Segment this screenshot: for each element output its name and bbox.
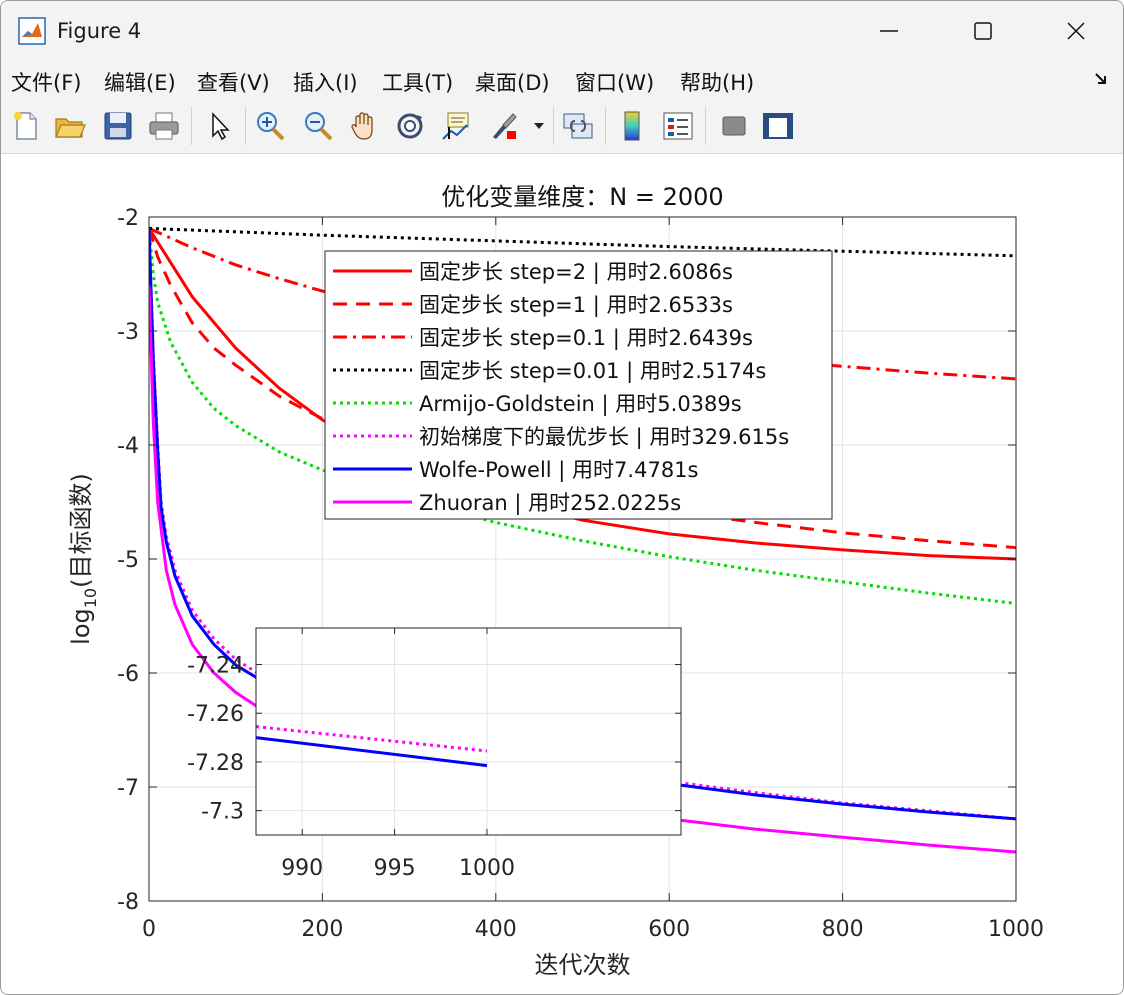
inset-x-tick-label: 1000	[459, 856, 515, 881]
inset-y-tick-label: -7.26	[187, 702, 244, 727]
window-title: Figure 4	[57, 19, 142, 43]
pan-hand-icon[interactable]	[347, 109, 381, 143]
show-plot-tools-icon[interactable]	[761, 109, 795, 143]
y-axis-label-part: (目标函数)	[67, 473, 95, 588]
new-figure-icon[interactable]	[9, 109, 43, 143]
legend-entry-4: Armijo-Goldstein | 用时5.0389s	[419, 392, 742, 417]
y-tick-label: -7	[117, 776, 139, 801]
inset-y-tick-label: -7.28	[187, 751, 244, 776]
close-icon	[1067, 22, 1085, 40]
figure-toolbar	[1, 99, 1123, 154]
series-line-3	[149, 226, 1016, 258]
y-tick-label: -3	[117, 320, 139, 345]
maximize-icon	[974, 22, 992, 40]
brush-icon[interactable]	[487, 109, 521, 143]
brush-dropdown-icon[interactable]	[533, 121, 545, 131]
maximize-button[interactable]	[955, 9, 1011, 53]
x-tick-label: 200	[301, 917, 343, 942]
menu-edit[interactable]: 编辑(E)	[104, 71, 176, 95]
legend-entry-6: Wolfe-Powell | 用时7.4781s	[419, 458, 698, 483]
y-axis-label-part: 10	[81, 588, 100, 608]
x-tick-label: 400	[475, 917, 517, 942]
title-bar[interactable]: Figure 4	[1, 1, 1123, 61]
legend-entry-0: 固定步长 step=2 | 用时2.6086s	[419, 260, 733, 285]
rotate-3d-icon[interactable]	[393, 109, 427, 143]
y-tick-label: -4	[117, 434, 139, 459]
legend-entry-2: 固定步长 step=0.1 | 用时2.6439s	[419, 326, 753, 351]
y-axis-label-part: log	[67, 608, 95, 645]
dock-figure-icon[interactable]	[1093, 71, 1109, 87]
series-line-1	[149, 227, 1016, 550]
menu-file[interactable]: 文件(F)	[11, 71, 82, 95]
data-cursor-icon[interactable]	[439, 109, 473, 143]
minimize-icon	[880, 30, 898, 32]
menu-view[interactable]: 查看(V)	[197, 71, 270, 95]
matlab-logo-icon	[18, 17, 46, 45]
inset-series-line-1	[255, 736, 488, 768]
y-tick-label: -8	[117, 890, 139, 915]
y-tick-label: -6	[117, 662, 139, 687]
figure-canvas: 0 200 400 600 800 1000 -2 -3 -4 -5 -6 -7 -8 优化变量维度：N …	[1, 154, 1123, 994]
zoom-out-icon[interactable]	[301, 109, 335, 143]
menu-help[interactable]: 帮助(H)	[680, 71, 755, 95]
colorbar-icon[interactable]	[615, 109, 649, 143]
minimize-button[interactable]	[861, 9, 917, 53]
open-file-icon[interactable]	[53, 109, 87, 143]
menu-insert[interactable]: 插入(I)	[293, 71, 358, 95]
menu-window[interactable]: 窗口(W)	[575, 71, 655, 95]
menu-tools[interactable]: 工具(T)	[382, 71, 454, 95]
x-axis-label: 迭代次数	[535, 951, 631, 979]
link-plot-icon[interactable]	[561, 109, 595, 143]
menu-desktop[interactable]: 桌面(D)	[475, 71, 550, 95]
legend-entry-3: 固定步长 step=0.01 | 用时2.5174s	[419, 359, 766, 384]
legend-icon[interactable]	[661, 109, 695, 143]
legend-entry-5: 初始梯度下的最优步长 | 用时329.615s	[419, 425, 789, 450]
close-button[interactable]	[1048, 9, 1104, 53]
select-pointer-icon[interactable]	[203, 109, 237, 143]
y-axis-label: log10(目标函数)	[67, 473, 100, 645]
hide-plot-tools-icon[interactable]	[717, 109, 751, 143]
inset-x-tick-label: 995	[374, 856, 416, 881]
x-tick-label: 800	[822, 917, 864, 942]
inset-y-tick-label: -7.3	[201, 800, 244, 825]
print-icon[interactable]	[147, 109, 181, 143]
legend-box	[324, 250, 833, 520]
legend-entry-1: 固定步长 step=1 | 用时2.6533s	[419, 293, 733, 318]
y-tick-label: -2	[117, 206, 139, 231]
main-plot-svg[interactable]: 0 200 400 600 800 1000 -2 -3 -4 -5 -6 -7 -8 优化变量维度：N …	[1, 154, 1123, 994]
x-tick-label: 1000	[988, 917, 1044, 942]
y-tick-label: -5	[117, 548, 139, 573]
inset-axes-background	[256, 628, 681, 835]
menu-bar: 文件(F) 编辑(E) 查看(V) 插入(I) 工具(T) 桌面(D) 窗口(W…	[1, 61, 1123, 99]
inset-axes-frame	[255, 627, 682, 836]
x-tick-label: 600	[648, 917, 690, 942]
inset-y-tick-label: -7.24	[187, 654, 244, 679]
x-tick-label: 0	[142, 917, 156, 942]
inset-x-tick-label: 990	[281, 856, 323, 881]
legend-entry-7: Zhuoran | 用时252.0225s	[419, 491, 681, 516]
zoom-in-icon[interactable]	[253, 109, 287, 143]
chart-title: 优化变量维度：N = 2000	[441, 183, 723, 211]
save-icon[interactable]	[101, 109, 135, 143]
